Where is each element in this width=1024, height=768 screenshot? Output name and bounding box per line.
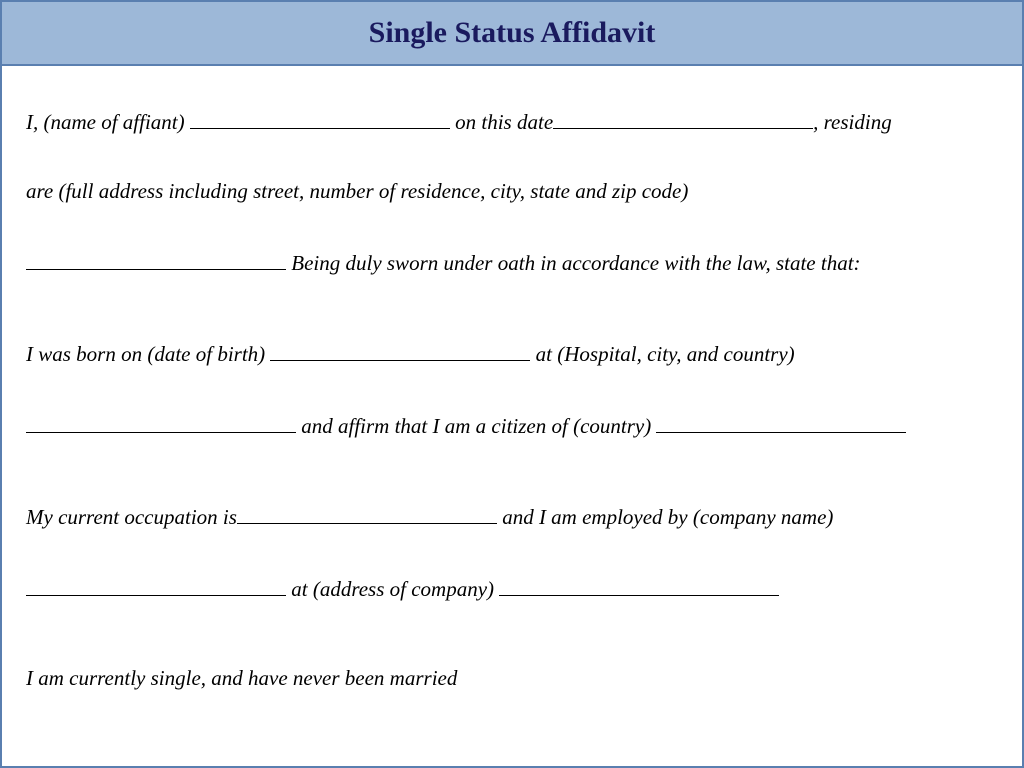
blank-occupation[interactable] <box>237 501 497 524</box>
line-single-status: I am currently single, and have never be… <box>26 664 998 693</box>
text-segment: on this date <box>450 110 553 134</box>
text-segment: at (address of company) <box>286 577 499 601</box>
blank-date[interactable] <box>553 106 813 129</box>
blank-company-address[interactable] <box>499 573 779 596</box>
text-segment: , residing <box>813 110 892 134</box>
line-employer: at (address of company) <box>26 573 998 604</box>
line-born: I was born on (date of birth) at (Hospit… <box>26 338 998 369</box>
text-segment: My current occupation is <box>26 505 237 529</box>
blank-dob[interactable] <box>270 338 530 361</box>
line-occupation: My current occupation is and I am employ… <box>26 501 998 532</box>
line-sworn: Being duly sworn under oath in accordanc… <box>26 247 998 278</box>
affidavit-form: Single Status Affidavit I, (name of affi… <box>0 0 1024 768</box>
blank-citizenship[interactable] <box>656 410 906 433</box>
text-segment: I was born on (date of birth) <box>26 342 270 366</box>
text-segment: I am currently single, and have never be… <box>26 666 457 690</box>
line-citizen: and affirm that I am a citizen of (count… <box>26 410 998 441</box>
text-segment: I, (name of affiant) <box>26 110 190 134</box>
form-title: Single Status Affidavit <box>2 16 1022 50</box>
blank-birthplace[interactable] <box>26 410 296 433</box>
form-header: Single Status Affidavit <box>2 2 1022 66</box>
blank-employer[interactable] <box>26 573 286 596</box>
text-segment: and affirm that I am a citizen of (count… <box>296 414 656 438</box>
form-body: I, (name of affiant) on this date , resid… <box>2 66 1022 754</box>
blank-affiant-name[interactable] <box>190 106 450 129</box>
blank-address[interactable] <box>26 247 286 270</box>
text-segment: Being duly sworn under oath in accordanc… <box>286 251 861 275</box>
line-residing: are (full address including street, numb… <box>26 177 998 206</box>
text-segment: are (full address including street, numb… <box>26 179 688 203</box>
text-segment: and I am employed by (company name) <box>497 505 833 529</box>
text-segment: at (Hospital, city, and country) <box>530 342 794 366</box>
line-intro: I, (name of affiant) on this date , resid… <box>26 106 998 137</box>
